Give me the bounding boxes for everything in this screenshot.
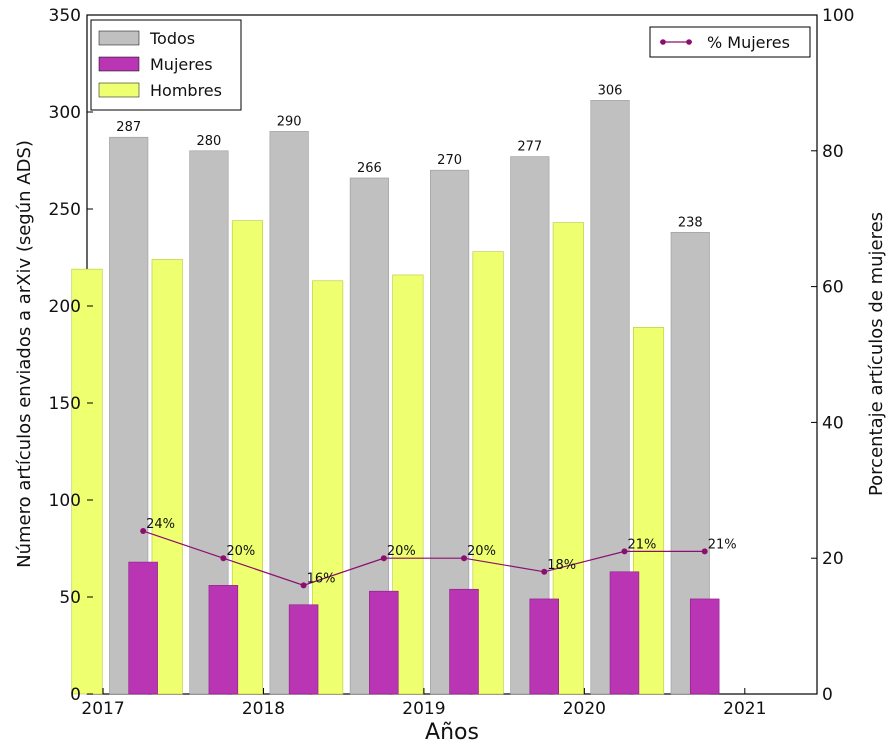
todos-value-label: 306	[598, 83, 623, 98]
legend-swatch-hombres	[98, 82, 140, 98]
x-tick-label: 2019	[402, 699, 445, 719]
bars-hombres-group	[71, 220, 665, 695]
pct-mujeres-marker	[300, 582, 307, 589]
y-tick-label: 0	[70, 685, 81, 705]
pct-mujeres-label: 20%	[387, 544, 416, 559]
pct-mujeres-line	[142, 530, 705, 586]
y-tick-label: 350	[49, 6, 81, 26]
legend-label-todos: Todos	[149, 29, 195, 48]
x-axis: 2017 2018 2019 2020 2021	[81, 688, 766, 719]
pct-mujeres-label: 20%	[467, 544, 496, 559]
y-tick-label: 200	[49, 297, 81, 317]
y-tick-label: 250	[49, 200, 81, 220]
legend-swatch-todos	[98, 30, 140, 46]
pct-mujeres-marker	[140, 528, 147, 535]
todos-value-label: 238	[678, 215, 703, 230]
y2-tick-label: 80	[822, 142, 844, 162]
bar-mujeres	[128, 561, 158, 695]
pct-mujeres-label: 21%	[708, 537, 737, 552]
bar-hombres	[71, 268, 103, 695]
pct-mujeres-marker	[621, 548, 628, 555]
bar-mujeres	[288, 604, 319, 695]
bar-mujeres	[609, 571, 640, 695]
pct-line-group: 24% 20% 16% 20% 20% 18% 21% 21%	[140, 517, 737, 589]
x-tick-label: 2018	[242, 699, 285, 719]
legend-left: Todos Mujeres Hombres	[90, 19, 242, 111]
pct-mujeres-label: 16%	[307, 571, 336, 586]
y-axis-title: Número artículos enviados a arXiv (según…	[14, 140, 35, 568]
todos-labels-group: 287 280 290 266 270 277 306 238	[116, 83, 702, 230]
legend-label-pct-mujeres: % Mujeres	[707, 33, 790, 52]
pct-mujeres-marker	[461, 555, 468, 562]
y-tick-label: 300	[49, 103, 81, 123]
legend-label-mujeres: Mujeres	[150, 55, 213, 74]
todos-value-label: 270	[437, 153, 462, 168]
y2-axis-title: Porcentaje artículos de mujeres	[866, 212, 887, 496]
legend-swatch-pct-marker-right	[686, 39, 692, 45]
pct-mujeres-marker	[380, 555, 387, 562]
todos-value-label: 277	[517, 140, 542, 155]
legend-right: % Mujeres	[649, 26, 811, 58]
legend-label-hombres: Hombres	[150, 81, 222, 100]
bar-mujeres	[449, 588, 479, 695]
x-tick-label: 2020	[563, 699, 606, 719]
y2-tick-label: 20	[822, 549, 844, 569]
legend-swatch-mujeres	[98, 56, 140, 72]
y2-tick-label: 40	[822, 413, 844, 433]
pct-mujeres-marker	[220, 555, 227, 562]
bar-mujeres	[208, 585, 239, 695]
y2-tick-label: 0	[822, 685, 833, 705]
bar-mujeres	[369, 590, 399, 695]
x-tick-label: 2017	[81, 699, 124, 719]
y2-tick-label: 100	[822, 6, 854, 26]
pct-mujeres-label: 24%	[146, 517, 175, 532]
legend-swatch-pct-marker-left	[660, 39, 666, 45]
todos-value-label: 290	[277, 114, 302, 129]
y-tick-label: 150	[49, 394, 81, 414]
pct-mujeres-label: 20%	[226, 544, 255, 559]
y-tick-label: 100	[49, 491, 81, 511]
todos-value-label: 266	[357, 161, 382, 176]
right-axis: 0 20 40 60 80 100	[811, 6, 854, 705]
bar-mujeres	[689, 598, 720, 695]
y2-tick-label: 60	[822, 278, 844, 298]
bar-mujeres	[529, 598, 559, 695]
bar-todos	[269, 131, 309, 695]
pct-mujeres-marker	[541, 568, 548, 575]
bars-mujeres-group	[128, 561, 720, 695]
x-axis-title: Años	[425, 720, 479, 744]
pct-mujeres-marker	[701, 548, 708, 555]
y-tick-label: 50	[59, 588, 81, 608]
x-tick-label: 2021	[723, 699, 766, 719]
left-axis: 0 50 100 150 200 250 300 350	[49, 6, 93, 705]
todos-value-label: 280	[197, 134, 222, 149]
pct-mujeres-label: 18%	[547, 558, 576, 573]
pct-mujeres-label: 21%	[627, 537, 656, 552]
todos-value-label: 287	[116, 120, 141, 135]
